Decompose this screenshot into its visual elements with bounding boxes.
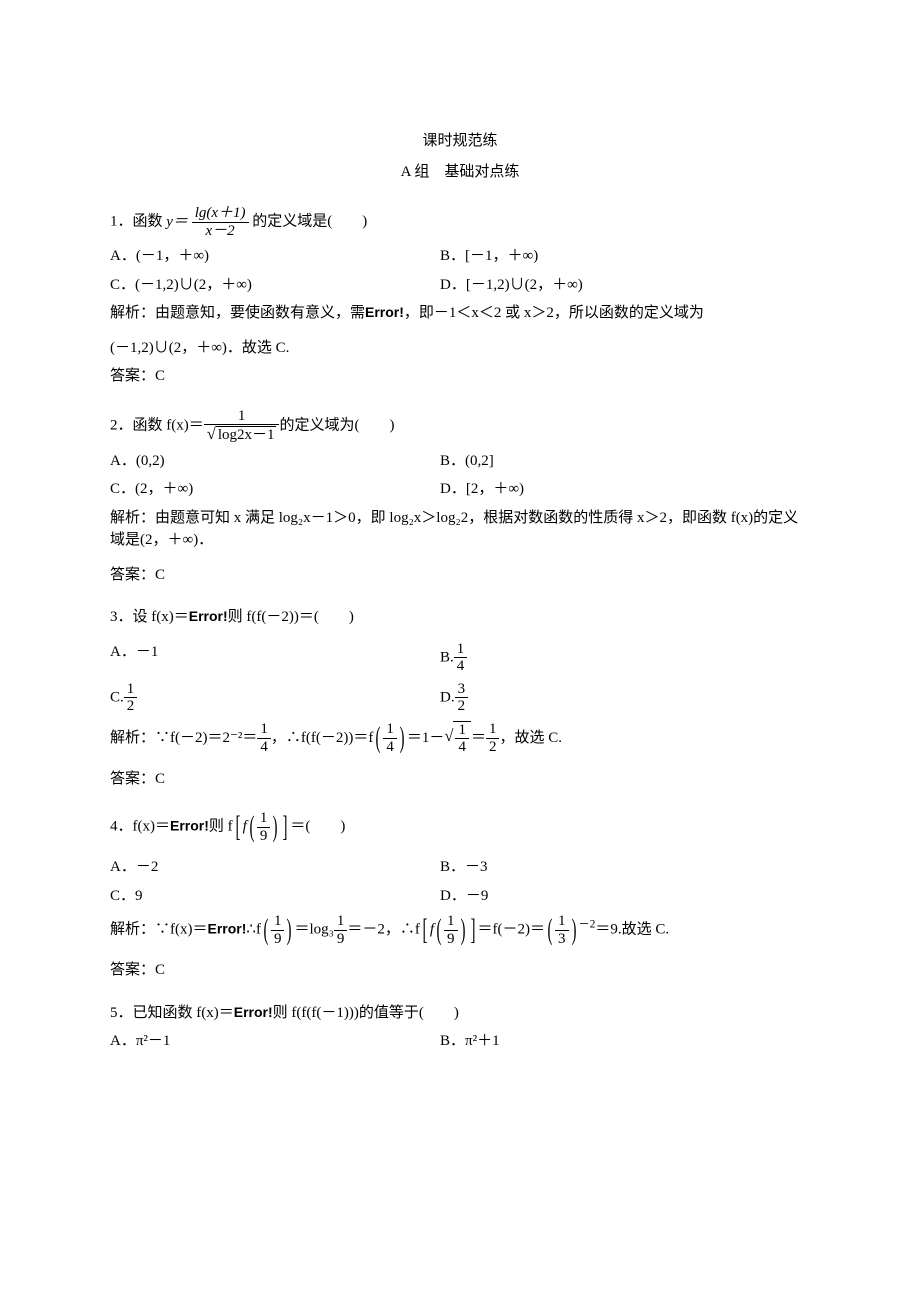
q1-frac-num: lg(x＋1) xyxy=(192,205,249,223)
q3-f14a-num: 1 xyxy=(257,721,271,739)
q2-radicand: log2x－1 xyxy=(216,426,277,444)
q4-ana-2: ∴f xyxy=(246,921,261,937)
question-1: 1．函数 y＝ lg(x＋1) x－2 的定义域是( ) A．(－1，＋∞) B… xyxy=(110,205,810,388)
q5-stem-b: 则 f(f(f(－1)))的值等于( ) xyxy=(273,1005,459,1021)
q4-ana-3: ＝log₃ xyxy=(294,921,333,937)
q3-c-den: 2 xyxy=(124,698,138,715)
q1-error: Error! xyxy=(365,304,404,320)
q2-opt-b: B．(0,2] xyxy=(440,450,494,473)
q4-error-2: Error! xyxy=(208,920,247,936)
q4-ana-1: 解析：∵f(x)＝ xyxy=(110,921,208,937)
q2-frac: 1 log2x－1 xyxy=(204,408,280,444)
page-title: 课时规范练 xyxy=(110,130,810,153)
q3-ana-3: ＝1－ xyxy=(407,729,445,745)
q3-b-pref: B. xyxy=(440,649,454,665)
q4-ana-4: ＝－2，∴f xyxy=(347,921,420,937)
q4-f13-num: 1 xyxy=(555,913,569,931)
question-4: 4．f(x)＝Error!则 f[f(19)]＝( ) A．－2 B．－3 C．… xyxy=(110,810,810,982)
q4-f19c-num: 1 xyxy=(334,913,348,931)
q4-f13-den: 3 xyxy=(555,931,569,948)
question-2: 2．函数 f(x)＝ 1 log2x－1 的定义域为( ) A．(0,2) B．… xyxy=(110,408,810,587)
q3-b-num: 1 xyxy=(454,641,468,659)
q2-frac-den: log2x－1 xyxy=(204,425,280,444)
q1-stem-b: 的定义域是( ) xyxy=(252,213,367,229)
q4-error: Error! xyxy=(170,817,209,833)
q2-opt-d: D．[2，＋∞) xyxy=(440,478,524,501)
q1-answer: 答案：C xyxy=(110,365,810,388)
q4-f19a-num: 1 xyxy=(257,810,271,828)
q5-opt-a: A．π²－1 xyxy=(110,1030,440,1053)
q2-answer: 答案：C xyxy=(110,564,810,587)
q1-frac-den: x－2 xyxy=(192,223,249,240)
q4-f19a-den: 9 xyxy=(257,828,271,845)
q3-answer: 答案：C xyxy=(110,768,810,791)
page-subtitle: A 组 基础对点练 xyxy=(110,161,810,184)
q2-analysis: 解析：由题意可知 x 满足 log₂x－1＞0，即 log₂x＞log₂2，根据… xyxy=(110,507,810,552)
q1-analysis: 解析：由题意知，要使函数有意义，需Error!，即－1＜x＜2 或 x＞2，所以… xyxy=(110,302,810,325)
q3-f14c-den: 4 xyxy=(455,739,469,756)
q4-stem-c: ＝( ) xyxy=(290,818,345,834)
q2-opt-a: A．(0,2) xyxy=(110,450,440,473)
q3-d-num: 3 xyxy=(455,681,469,699)
q2-stem-a: 2．函数 f(x)＝ xyxy=(110,417,204,433)
q1-y-eq: y＝ xyxy=(166,211,188,234)
q3-f12-num: 1 xyxy=(486,721,500,739)
q3-d-pref: D. xyxy=(440,689,455,705)
q4-f19d-num: 1 xyxy=(444,913,458,931)
q3-ana-2: ，∴f(f(－2))＝f xyxy=(271,729,373,745)
q3-opt-b: B.14 xyxy=(440,641,467,675)
q4-ana-5: ＝f(－2)＝ xyxy=(478,921,546,937)
q1-opt-b: B．[－1，＋∞) xyxy=(440,245,538,268)
q3-analysis: 解析：∵f(－2)＝2⁻²＝14，∴f(f(－2))＝f(14)＝1－14＝12… xyxy=(110,721,810,756)
q3-opt-a: A．－1 xyxy=(110,641,440,675)
q4-stem-a: 4．f(x)＝ xyxy=(110,818,170,834)
q3-f14b-num: 1 xyxy=(383,721,397,739)
q4-opt-c: C．9 xyxy=(110,885,440,908)
q4-f19b-den: 9 xyxy=(271,931,285,948)
q3-ana-4: ＝ xyxy=(471,729,486,745)
q5-stem-a: 5．已知函数 f(x)＝ xyxy=(110,1005,234,1021)
q4-exp: －2 xyxy=(579,918,596,930)
q4-f19c-den: 9 xyxy=(334,931,348,948)
q1-opt-c: C．(－1,2)∪(2，＋∞) xyxy=(110,274,440,297)
q3-ana-1: 解析：∵f(－2)＝2⁻²＝ xyxy=(110,729,257,745)
q4-analysis: 解析：∵f(x)＝Error!∴f(19)＝log₃19＝－2，∴f[f(19)… xyxy=(110,913,810,947)
q1-fraction: lg(x＋1) x－2 xyxy=(192,205,249,239)
q3-opt-c: C.12 xyxy=(110,681,440,715)
q3-opt-d: D.32 xyxy=(440,681,468,715)
q3-stem-b: 则 f(f(－2))＝( ) xyxy=(228,609,354,625)
q3-c-pref: C. xyxy=(110,689,124,705)
q1-opt-a: A．(－1，＋∞) xyxy=(110,245,440,268)
q3-error: Error! xyxy=(189,608,228,624)
q3-f14a-den: 4 xyxy=(257,739,271,756)
q2-stem-b: 的定义域为( ) xyxy=(279,417,394,433)
q3-f14c-num: 1 xyxy=(455,722,469,740)
q2-frac-num: 1 xyxy=(204,408,280,426)
q4-opt-a: A．－2 xyxy=(110,856,440,879)
q4-opt-b: B．－3 xyxy=(440,856,488,879)
q4-ana-6: ＝9.故选 C. xyxy=(595,921,669,937)
q5-opt-b: B．π²＋1 xyxy=(440,1030,500,1053)
q5-error: Error! xyxy=(234,1004,273,1020)
q1-ana-3: (－1,2)∪(2，＋∞)．故选 C. xyxy=(110,337,810,360)
q1-ana-2: ，即－1＜x＜2 或 x＞2，所以函数的定义域为 xyxy=(404,305,704,321)
q3-ana-5: ，故选 C. xyxy=(499,729,562,745)
q4-opt-d: D．－9 xyxy=(440,885,488,908)
q3-d-den: 2 xyxy=(455,698,469,715)
q3-c-num: 1 xyxy=(124,681,138,699)
q1-stem-a: 1．函数 xyxy=(110,213,166,229)
q4-f19d-den: 9 xyxy=(444,931,458,948)
q3-b-den: 4 xyxy=(454,658,468,675)
q3-f14b-den: 4 xyxy=(383,739,397,756)
question-3: 3．设 f(x)＝Error!则 f(f(－2))＝( ) A．－1 B.14 … xyxy=(110,606,810,790)
q3-f12-den: 2 xyxy=(486,739,500,756)
q2-opt-c: C．(2，＋∞) xyxy=(110,478,440,501)
q4-f19b-num: 1 xyxy=(271,913,285,931)
q1-opt-d: D．[－1,2)∪(2，＋∞) xyxy=(440,274,583,297)
q4-stem-b: 则 f xyxy=(209,818,233,834)
q3-stem-a: 3．设 f(x)＝ xyxy=(110,609,189,625)
q4-answer: 答案：C xyxy=(110,959,810,982)
question-5: 5．已知函数 f(x)＝Error!则 f(f(f(－1)))的值等于( ) A… xyxy=(110,1002,810,1053)
q1-ana-1: 解析：由题意知，要使函数有意义，需 xyxy=(110,305,365,321)
